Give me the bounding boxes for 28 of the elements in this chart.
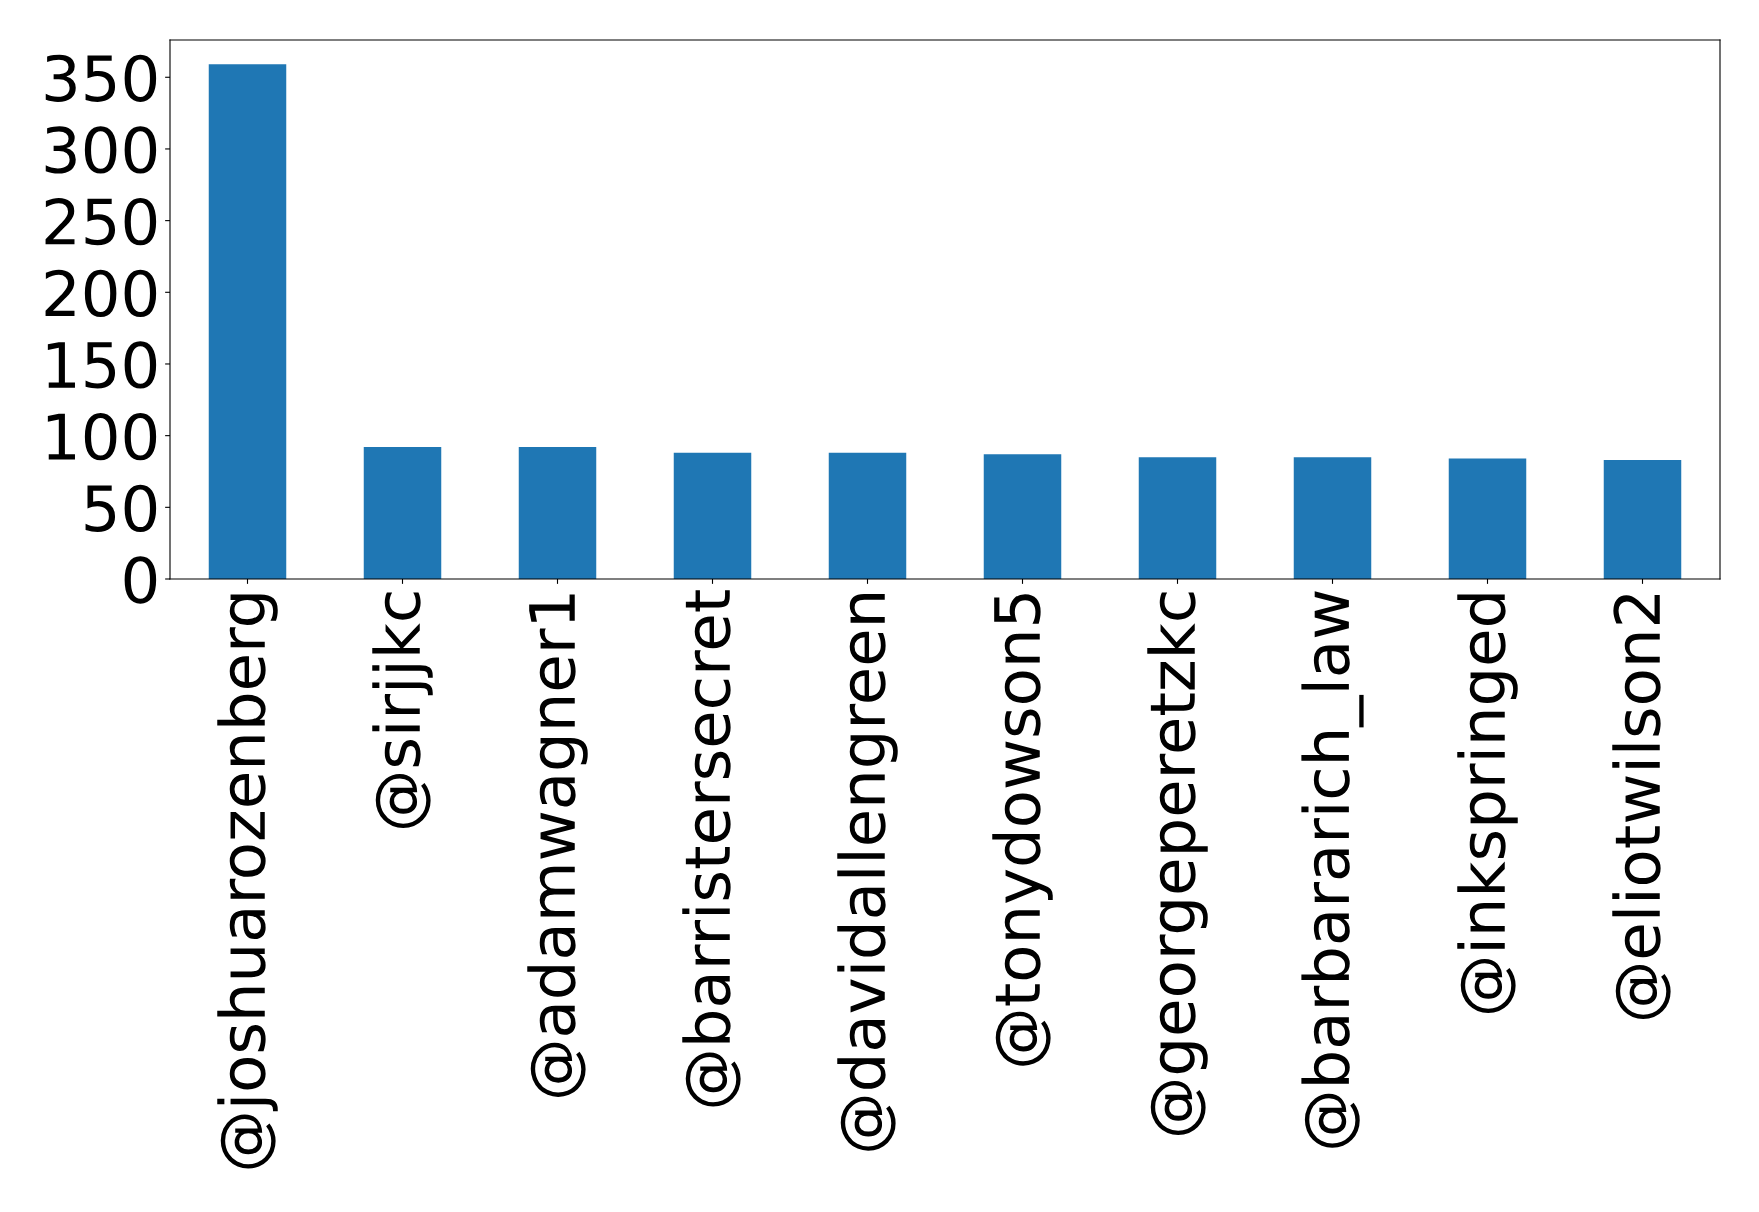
y-tick-label: 350 [45, 54, 157, 102]
x-tick-label: @barbararich_law [1301, 591, 1364, 1148]
y-tick-label: 250 [45, 197, 157, 246]
bar [983, 454, 1062, 579]
x-tick-label: @joshuarozenberg [217, 594, 278, 1169]
x-tick-label: @barristersecret [682, 590, 741, 1107]
x-tick-label: @davidallengreen [837, 594, 898, 1151]
x-tick-label: @sirjjkc [372, 592, 433, 828]
x-tick-label: @georgeperetzkc [1147, 592, 1208, 1135]
x-tick-label: @eliotwilson2 [1612, 594, 1671, 1020]
y-tick-label: 150 [47, 341, 157, 389]
bar [1138, 457, 1217, 579]
x-tick-label: @adamwagner1 [527, 594, 588, 1097]
bar [518, 447, 597, 579]
y-tick-label: 200 [45, 269, 157, 317]
y-tick-label: 50 [85, 484, 157, 532]
x-tick-label: @inkspringed [1457, 594, 1518, 1013]
y-tick-label: 300 [45, 126, 157, 174]
bar [1448, 458, 1527, 579]
y-tick-label: 0 [124, 556, 157, 604]
bar [673, 452, 752, 579]
x-tick-label: @tonydowson5 [992, 594, 1053, 1066]
y-tick-label: 100 [47, 413, 157, 461]
bar [363, 447, 442, 579]
bar [1293, 457, 1372, 579]
bar [1603, 460, 1682, 579]
bar [828, 452, 907, 579]
bar [208, 64, 287, 579]
